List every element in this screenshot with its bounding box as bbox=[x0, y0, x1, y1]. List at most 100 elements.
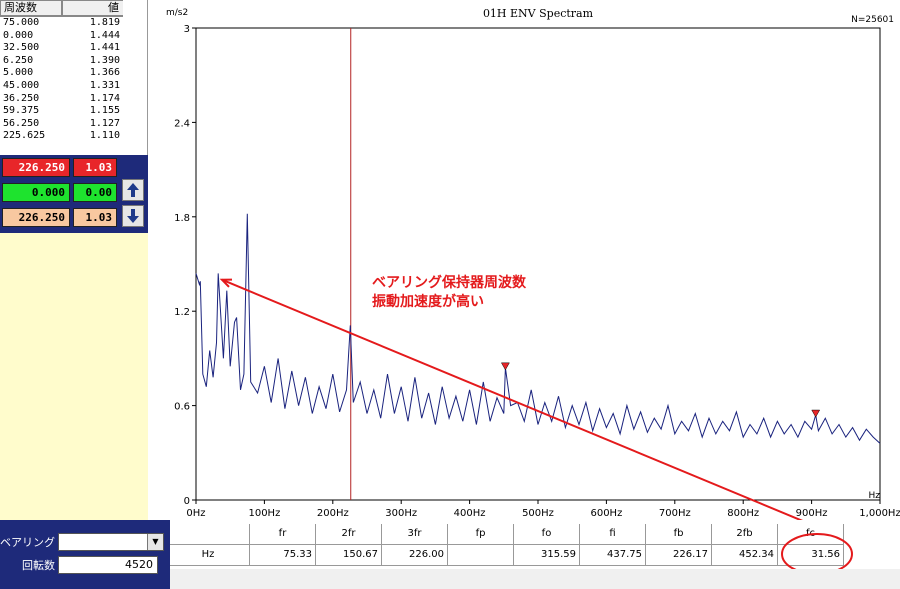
bearing-select[interactable]: ▼ bbox=[58, 533, 164, 551]
cursor-row-tan: 226.250 1.03 bbox=[2, 208, 117, 227]
peak-value-cell: 1.819 bbox=[89, 17, 120, 28]
x-tick-label: 500Hz bbox=[522, 508, 554, 519]
table-header-cell: fb bbox=[646, 524, 712, 545]
bearing-label: ベアリング bbox=[0, 536, 55, 549]
y-tick-label: 1.2 bbox=[174, 307, 190, 318]
peak-list-row[interactable]: 5.000 1.366 bbox=[0, 67, 147, 80]
table-data-cell: 150.67 bbox=[316, 545, 382, 566]
annotation-text: ベアリング保持器周波数 振動加速度が高い bbox=[372, 274, 526, 312]
peak-frequency-cell: 5.000 bbox=[3, 67, 34, 79]
peak-frequency-cell: 6.250 bbox=[3, 54, 34, 66]
peak-list-row[interactable]: 75.000 1.819 bbox=[0, 17, 147, 30]
cursor-down-button[interactable] bbox=[122, 205, 144, 227]
header-frequency[interactable]: 周波数 bbox=[0, 0, 62, 16]
x-tick-label: 400Hz bbox=[454, 508, 486, 519]
spectrum-series-line bbox=[195, 213, 881, 444]
x-tick-label: 100Hz bbox=[248, 508, 280, 519]
x-tick-label: 700Hz bbox=[659, 508, 691, 519]
peak-frequency-cell: 225.625 bbox=[3, 130, 46, 142]
delta-cursor-frequency: 226.250 bbox=[2, 208, 70, 227]
bearing-row: ベアリング ▼ bbox=[0, 532, 164, 552]
table-data-cell: 226.00 bbox=[382, 545, 448, 566]
table-header-cell: 2fr bbox=[316, 524, 382, 545]
y-tick-label: 0 bbox=[184, 496, 190, 507]
spectrum-chart[interactable]: 0Hz 100Hz 200Hz 300Hz 400Hz 500Hz 600Hz 700Hz 80… bbox=[148, 0, 900, 520]
bearing-frequency-table: fr 2fr 3fr fp fo fi fb 2fb fc Hz 75.33 150.67 226.0… bbox=[170, 524, 900, 575]
table-header-cell: fo bbox=[514, 524, 580, 545]
arrow-down-icon bbox=[127, 209, 139, 223]
peak-marker bbox=[811, 409, 821, 418]
peak-frequency-cell: 75.000 bbox=[3, 17, 40, 28]
peak-frequency-cell: 59.375 bbox=[3, 105, 40, 117]
rpm-row: 回転数 4520 bbox=[0, 555, 158, 575]
table-header-cell: 3fr bbox=[382, 524, 448, 545]
table-data-cell: 75.33 bbox=[250, 545, 316, 566]
table-data-cell: 315.59 bbox=[514, 545, 580, 566]
peak-list-row[interactable]: 32.500 1.441 bbox=[0, 42, 147, 55]
peak-frequency-cell: 0.000 bbox=[3, 29, 34, 41]
chevron-down-icon[interactable]: ▼ bbox=[147, 534, 163, 550]
peak-list-row[interactable]: 36.250 1.174 bbox=[0, 93, 147, 106]
peak-value-cell: 1.110 bbox=[89, 130, 120, 142]
rpm-label: 回転数 bbox=[22, 559, 55, 572]
bearing-settings-panel: ベアリング ▼ 回転数 4520 bbox=[0, 520, 170, 589]
x-axis-unit: Hz bbox=[869, 491, 881, 501]
spectrum-chart-svg: 0Hz 100Hz 200Hz 300Hz 400Hz 500Hz 600Hz 700Hz 80… bbox=[166, 7, 900, 520]
x-tick-label: 200Hz bbox=[317, 508, 349, 519]
y-axis-unit: m/s2 bbox=[166, 8, 188, 18]
green-cursor-value: 0.00 bbox=[73, 183, 117, 202]
y-tick-label: 2.4 bbox=[174, 118, 190, 129]
plot-frame bbox=[195, 27, 881, 501]
peak-list-row[interactable]: 56.250 1.127 bbox=[0, 118, 147, 131]
table-data-cell bbox=[448, 545, 514, 566]
peak-list-row[interactable]: 0.000 1.444 bbox=[0, 30, 147, 43]
peak-marker bbox=[500, 362, 510, 371]
table-header-cell bbox=[170, 524, 250, 545]
x-tick-label: 900Hz bbox=[796, 508, 828, 519]
peak-frequency-cell: 32.500 bbox=[3, 42, 40, 54]
cursor-up-button[interactable] bbox=[122, 179, 144, 201]
table-data-cell: Hz bbox=[170, 545, 250, 566]
chart-title: 01H ENV Spectram bbox=[483, 7, 594, 20]
peak-list-rows: 75.000 1.819 0.000 1.444 32.500 1.441 6.250 1.3… bbox=[0, 17, 147, 143]
y-tick-label: 3 bbox=[184, 24, 190, 35]
peak-list-row[interactable]: 45.000 1.331 bbox=[0, 80, 147, 93]
x-tick-label: 0Hz bbox=[186, 508, 205, 519]
peak-list-row[interactable]: 225.625 1.110 bbox=[0, 130, 147, 143]
annotation-line-2: 振動加速度が高い bbox=[372, 294, 484, 310]
red-cursor-frequency: 226.250 bbox=[2, 158, 70, 177]
bearing-frequency-header-row: fr 2fr 3fr fp fo fi fb 2fb fc bbox=[170, 524, 844, 545]
left-panel: 周波数 値 75.000 1.819 0.000 1.444 32.500 1.441 6.… bbox=[0, 0, 148, 520]
delta-cursor-value: 1.03 bbox=[73, 208, 117, 227]
peak-list-row[interactable]: 6.250 1.390 bbox=[0, 55, 147, 68]
peak-value-cell: 1.174 bbox=[89, 92, 120, 104]
table-data-cell: 226.17 bbox=[646, 545, 712, 566]
table-header-cell: fi bbox=[580, 524, 646, 545]
table-data-cell: 31.56 bbox=[778, 545, 844, 566]
bottom-filler bbox=[170, 569, 900, 589]
y-tick-label: 1.8 bbox=[174, 213, 190, 224]
annotation-arrowhead bbox=[219, 278, 232, 288]
rpm-input[interactable]: 4520 bbox=[58, 556, 158, 574]
table-header-cell: 2fb bbox=[712, 524, 778, 545]
y-tick-label: 0.6 bbox=[174, 402, 190, 413]
peak-list-scrollbar[interactable] bbox=[123, 0, 147, 155]
x-tick-label: 600Hz bbox=[590, 508, 622, 519]
x-tick-label: 800Hz bbox=[727, 508, 759, 519]
header-value[interactable]: 値 bbox=[62, 0, 124, 16]
bearing-frequency-data-row: Hz 75.33 150.67 226.00 315.59 437.75 226.17 452… bbox=[170, 545, 844, 566]
peak-value-cell: 1.331 bbox=[89, 79, 120, 91]
annotation-line-1: ベアリング保持器周波数 bbox=[372, 275, 526, 291]
peak-value-cell: 1.366 bbox=[89, 67, 120, 79]
peak-frequency-cell: 36.250 bbox=[3, 92, 40, 104]
peak-list-header: 周波数 値 bbox=[0, 0, 147, 17]
green-cursor-frequency: 0.000 bbox=[2, 183, 70, 202]
peak-frequency-cell: 45.000 bbox=[3, 79, 40, 91]
cursor-row-red: 226.250 1.03 bbox=[2, 158, 117, 177]
peak-value-cell: 1.444 bbox=[89, 29, 120, 41]
peak-value-cell: 1.127 bbox=[89, 117, 120, 129]
peak-list-row[interactable]: 59.375 1.155 bbox=[0, 105, 147, 118]
cursor-row-green: 0.000 0.00 bbox=[2, 183, 117, 202]
sample-count-label: N=25601 bbox=[851, 15, 894, 25]
annotation-arrow-line bbox=[221, 278, 803, 520]
